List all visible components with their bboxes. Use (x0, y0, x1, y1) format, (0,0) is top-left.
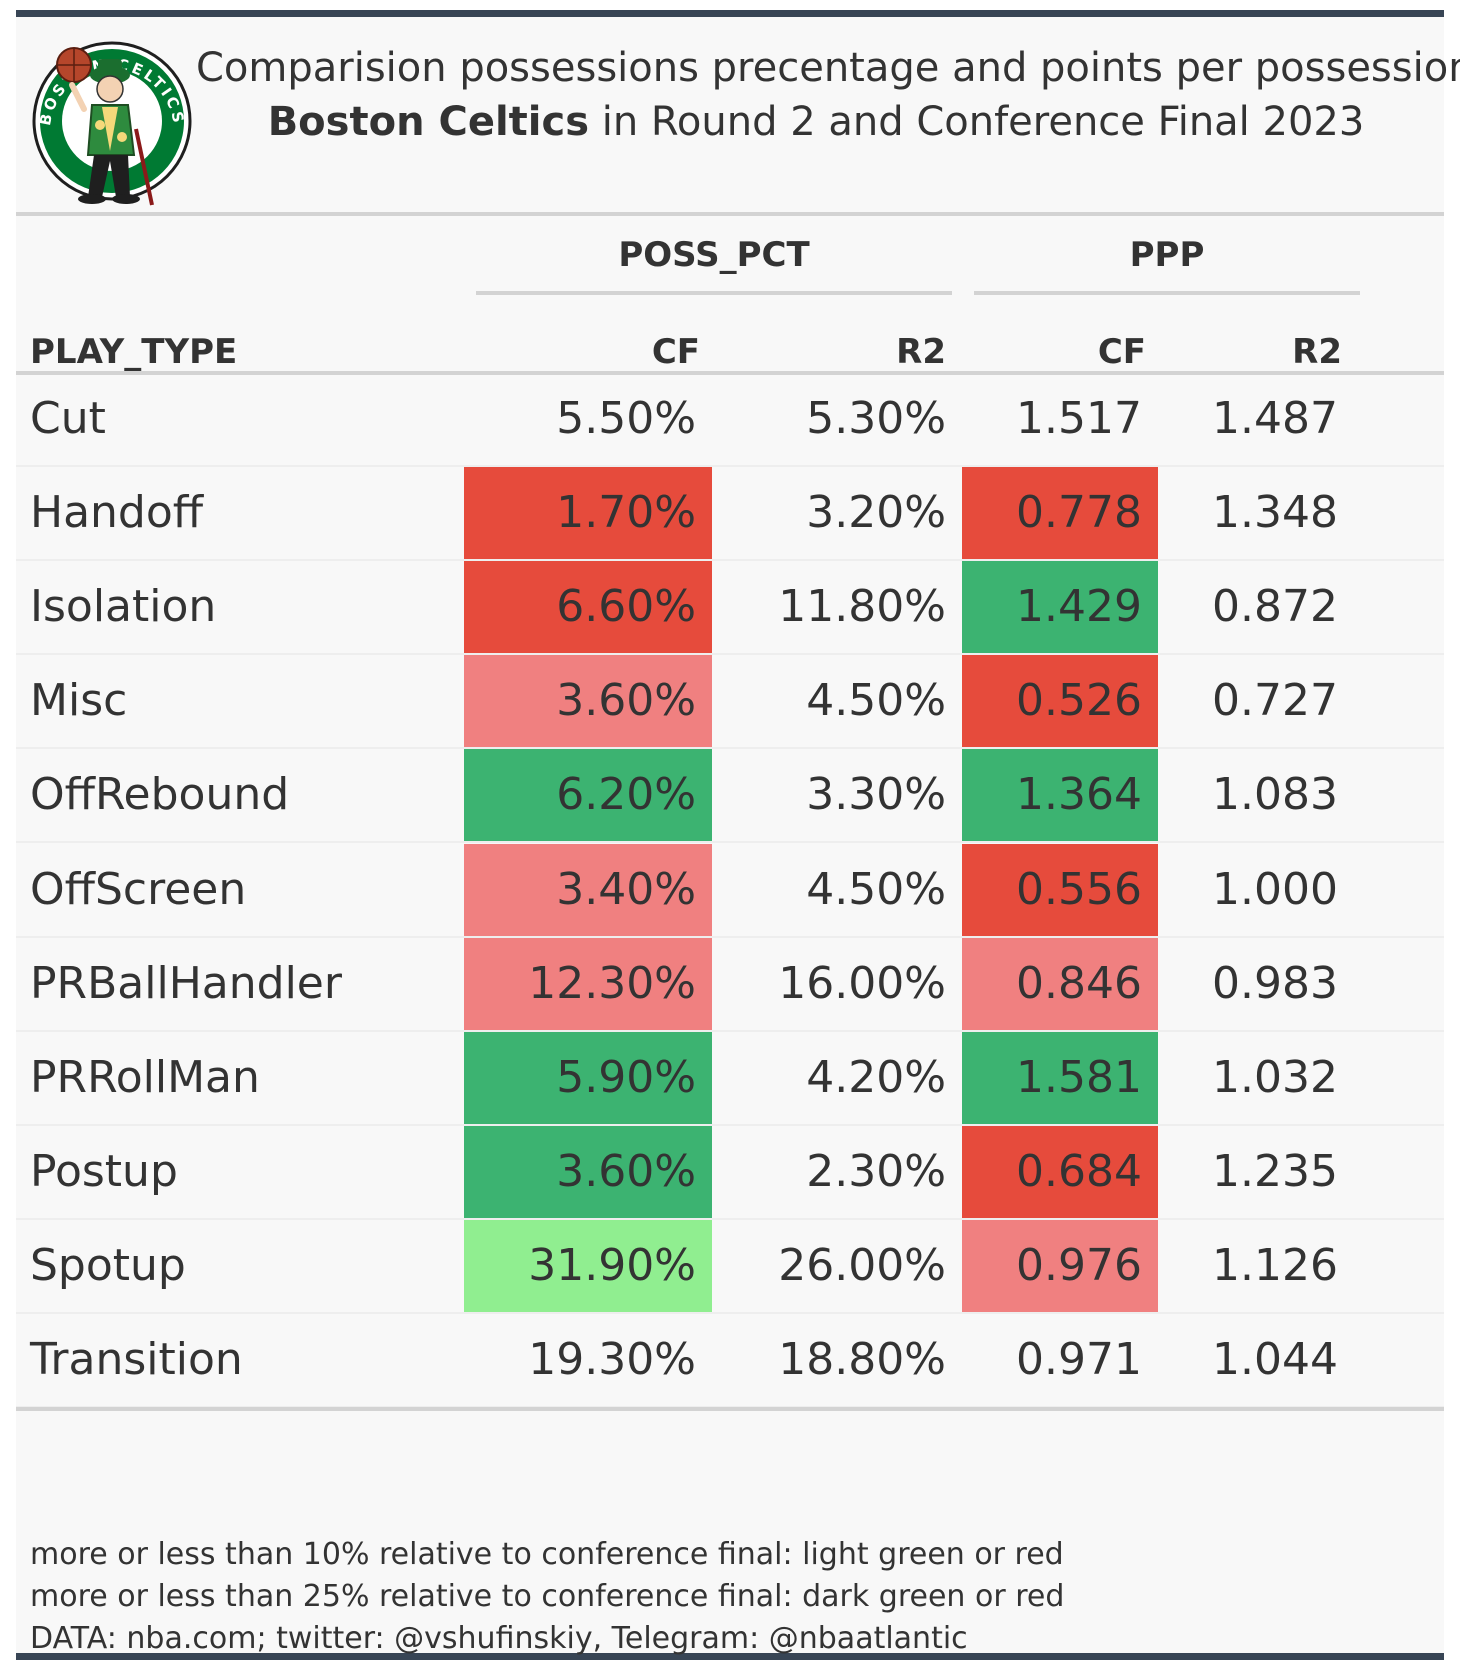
poss-cf-cell: 1.70% (464, 467, 712, 560)
column-header-ppp-r2: R2 (1292, 332, 1342, 372)
poss-r2-cell: 11.80% (778, 581, 946, 633)
poss-cf-cell: 31.90% (464, 1219, 712, 1312)
footnote-source: DATA: nba.com; twitter: @vshufinskiy, Te… (30, 1621, 968, 1656)
ppp-r2-cell: 0.872 (1212, 581, 1338, 633)
spanner-ppp-line (974, 291, 1360, 295)
spanner-ppp: PPP (1129, 235, 1205, 275)
table-row: Cut 5.50% 5.30% 1.517 1.487 (16, 373, 1444, 468)
table-row: Misc 3.60% 4.50% 0.526 0.727 (16, 655, 1444, 750)
footnote-light-threshold: more or less than 10% relative to confer… (30, 1537, 1064, 1572)
table-footnotes: more or less than 10% relative to confer… (30, 1534, 1064, 1660)
play-type-cell: PRRollMan (30, 1051, 260, 1103)
table-row: PRBallHandler 12.30% 16.00% 0.846 0.983 (16, 937, 1444, 1032)
ppp-cf-cell: 0.526 (962, 655, 1158, 748)
column-header-ppp-cf: CF (1097, 332, 1146, 372)
ppp-cf-cell: 1.581 (962, 1031, 1158, 1124)
column-header-play-type: PLAY_TYPE (30, 332, 238, 372)
poss-r2-cell: 18.80% (778, 1334, 946, 1385)
ppp-cf-cell: 0.971 (1016, 1334, 1142, 1385)
ppp-r2-cell: 1.126 (1212, 1239, 1338, 1291)
boston-celtics-logo-icon: BOSTON CELTICS (32, 41, 192, 206)
poss-r2-cell: 4.20% (806, 1051, 946, 1103)
table-row: OffRebound 6.20% 3.30% 1.364 1.083 (16, 749, 1444, 844)
ppp-r2-cell: 1.487 (1212, 393, 1338, 444)
table-row: OffScreen 3.40% 4.50% 0.556 1.000 (16, 843, 1444, 938)
column-header-poss-cf: CF (651, 332, 700, 372)
header-bottom-rule (16, 371, 1444, 375)
table-row: PRRollMan 5.90% 4.20% 1.581 1.032 (16, 1031, 1444, 1126)
ppp-r2-cell: 0.983 (1212, 957, 1338, 1009)
play-type-cell: Isolation (30, 581, 217, 633)
title-line-2: Boston Celtics in Round 2 and Conference… (196, 95, 1436, 149)
poss-cf-cell: 12.30% (464, 937, 712, 1030)
play-type-cell: PRBallHandler (30, 957, 342, 1009)
footnote-dark-threshold: more or less than 25% relative to confer… (30, 1579, 1065, 1614)
table-row: Isolation 6.60% 11.80% 1.429 0.872 (16, 561, 1444, 656)
play-type-cell: OffRebound (30, 769, 290, 821)
poss-cf-cell: 3.60% (464, 1125, 712, 1218)
poss-cf-cell: 3.40% (464, 843, 712, 936)
ppp-r2-cell: 1.044 (1212, 1334, 1338, 1385)
table-row: Handoff 1.70% 3.20% 0.778 1.348 (16, 467, 1444, 562)
table-row: Transition 19.30% 18.80% 0.971 1.044 (16, 1314, 1444, 1409)
column-header-poss-r2: R2 (896, 332, 946, 372)
poss-cf-cell: 6.20% (464, 749, 712, 842)
play-type-cell: Spotup (30, 1239, 186, 1291)
chart-title: Comparision possessions precentage and p… (196, 41, 1460, 149)
ppp-cf-cell: 0.556 (962, 843, 1158, 936)
poss-r2-cell: 3.30% (806, 769, 946, 821)
ppp-r2-cell: 1.000 (1212, 863, 1338, 915)
ppp-cf-cell: 0.846 (962, 937, 1158, 1030)
ppp-r2-cell: 1.032 (1212, 1051, 1338, 1103)
poss-r2-cell: 26.00% (778, 1239, 946, 1291)
ppp-r2-cell: 1.235 (1212, 1145, 1338, 1197)
play-type-cell: Misc (30, 675, 128, 727)
poss-cf-cell: 19.30% (528, 1334, 696, 1385)
table-card: BOSTON CELTICS Comparision possessions p… (16, 10, 1460, 1660)
table-row: Postup 3.60% 2.30% 0.684 1.235 (16, 1125, 1444, 1220)
play-type-cell: Postup (30, 1145, 178, 1197)
ppp-r2-cell: 0.727 (1212, 675, 1338, 727)
play-type-cell: OffScreen (30, 863, 247, 915)
title-line-2-rest: in Round 2 and Conference Final 2023 (589, 99, 1365, 145)
play-type-cell: Transition (30, 1334, 243, 1385)
poss-r2-cell: 3.20% (806, 487, 946, 539)
table-row: Spotup 31.90% 26.00% 0.976 1.126 (16, 1219, 1444, 1314)
play-type-cell: Cut (30, 393, 106, 444)
ppp-cf-cell: 1.517 (1016, 393, 1142, 444)
poss-r2-cell: 4.50% (806, 675, 946, 727)
header-top-rule (16, 212, 1444, 216)
ppp-cf-cell: 1.429 (962, 561, 1158, 654)
spanner-poss-pct-line (476, 291, 952, 295)
poss-cf-cell: 5.50% (556, 393, 696, 444)
poss-cf-cell: 6.60% (464, 561, 712, 654)
title-line-1: Comparision possessions precentage and p… (196, 45, 1460, 91)
title-team-name: Boston Celtics (267, 99, 590, 145)
poss-r2-cell: 16.00% (778, 957, 946, 1009)
poss-r2-cell: 5.30% (806, 393, 946, 444)
ppp-cf-cell: 0.684 (962, 1125, 1158, 1218)
ppp-cf-cell: 0.778 (962, 467, 1158, 560)
ppp-r2-cell: 1.083 (1212, 769, 1338, 821)
poss-r2-cell: 4.50% (806, 863, 946, 915)
spanner-poss-pct: POSS_PCT (618, 235, 810, 275)
ppp-cf-cell: 1.364 (962, 749, 1158, 842)
play-type-cell: Handoff (30, 487, 204, 539)
ppp-r2-cell: 1.348 (1212, 487, 1338, 539)
poss-cf-cell: 3.60% (464, 655, 712, 748)
poss-cf-cell: 5.90% (464, 1031, 712, 1124)
table-bottom-rule (16, 1407, 1444, 1411)
ppp-cf-cell: 0.976 (962, 1219, 1158, 1312)
poss-r2-cell: 2.30% (806, 1145, 946, 1197)
